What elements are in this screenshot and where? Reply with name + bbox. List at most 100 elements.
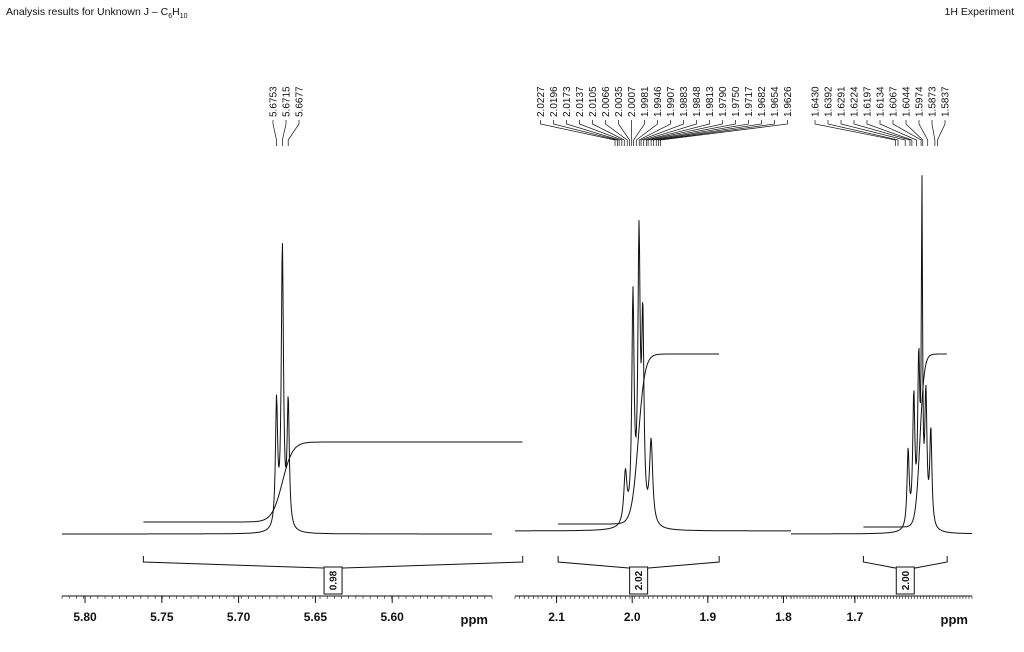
peak-leader	[840, 120, 906, 146]
peak-leader	[638, 120, 671, 146]
peak-leader	[287, 120, 300, 146]
peak-leader	[643, 120, 697, 146]
spectrum-panel-allylic: 2.1 2.0 1.9 1.8 2.02 2.0227 2.0196 2.0173 2.0137…	[514, 86, 794, 624]
peak-label: 2.0007	[627, 86, 638, 117]
peak-label: 2.0227	[536, 86, 547, 117]
integral-box	[895, 566, 915, 595]
peak-label: 5.6715	[282, 86, 293, 117]
peak-label: 1.6197	[863, 86, 874, 117]
peak-label: 1.6392	[824, 86, 835, 117]
peak-leader	[605, 120, 628, 146]
peak-leader	[905, 120, 924, 146]
peak-label: 1.9750	[731, 86, 742, 117]
peak-leader	[918, 120, 929, 146]
peak-label: 1.6291	[837, 86, 848, 117]
peak-label: 1.9907	[666, 86, 677, 117]
x-axis-label: ppm	[941, 612, 968, 627]
x-tick-label: 5.60	[380, 610, 404, 624]
peak-label: 5.6753	[269, 86, 280, 117]
peak-label: 1.9717	[744, 86, 755, 117]
integral-bracket	[862, 556, 948, 569]
integral-curve	[863, 353, 947, 528]
peak-label: 1.5974	[915, 86, 926, 117]
peak-leader	[579, 120, 623, 146]
peak-leader	[853, 120, 911, 146]
peak-label: 1.5837	[941, 86, 952, 117]
peak-leader	[592, 120, 625, 146]
peak-label: 1.6224	[850, 86, 861, 117]
peak-leader	[553, 120, 618, 146]
x-tick-label: 5.65	[304, 610, 328, 624]
peak-leader	[618, 120, 630, 146]
peak-leader	[892, 120, 922, 146]
peak-label: 1.9790	[718, 86, 729, 117]
peak-leader	[660, 120, 788, 146]
peak-leader	[814, 120, 896, 146]
peak-label: 2.0173	[562, 86, 573, 117]
peak-label: 1.6067	[889, 86, 900, 117]
peak-leader	[655, 120, 762, 146]
peak-leader	[282, 120, 287, 146]
integral-bracket	[557, 556, 720, 569]
peak-leader	[272, 120, 277, 146]
peak-leader	[866, 120, 913, 146]
peak-label: 1.9682	[757, 86, 768, 117]
x-axis-label: ppm	[461, 612, 488, 627]
experiment-label: 1H Experiment	[944, 6, 1014, 18]
integral-curve	[143, 441, 523, 523]
peak-label: 1.9813	[705, 86, 716, 117]
integral-box	[629, 566, 649, 595]
x-tick-label: 5.70	[227, 610, 251, 624]
x-tick-label: 1.7	[847, 610, 864, 624]
peak-label: 1.9883	[679, 86, 690, 117]
peak-label: 1.9981	[640, 86, 651, 117]
integral-bracket	[142, 556, 524, 569]
peak-label: 1.9626	[783, 86, 794, 117]
x-tick-label: 5.75	[150, 610, 174, 624]
x-tick-label: 1.8	[775, 610, 792, 624]
peak-leader	[653, 120, 749, 146]
peak-label: 1.6044	[902, 86, 913, 117]
integral-box	[323, 566, 343, 595]
peak-leader	[566, 120, 620, 146]
peak-label: 1.9654	[770, 86, 781, 117]
peak-leader	[640, 120, 684, 146]
integral-value: 2.02	[634, 570, 645, 590]
page-title: Analysis results for Unknown J – C6H10	[6, 6, 188, 21]
peak-leader	[645, 120, 710, 146]
peak-leader	[931, 120, 936, 146]
spectrum-panel-homoallylic: 1.7 ppm 2.00 1.6430 1.6392 1.6291 1.6224 1.6197…	[790, 86, 973, 627]
peak-label: 1.5873	[928, 86, 939, 117]
integral-value: 2.00	[901, 570, 912, 590]
integral-curve	[558, 353, 720, 525]
x-tick-label: 2.0	[624, 610, 641, 624]
peak-label: 1.9848	[692, 86, 703, 117]
peak-label: 2.0066	[601, 86, 612, 117]
peak-leader	[540, 120, 616, 146]
peak-label: 2.0196	[549, 86, 560, 117]
peak-label: 2.0105	[588, 86, 599, 117]
x-tick-label: 2.1	[548, 610, 565, 624]
integral-value: 0.98	[329, 570, 340, 590]
x-tick-label: 5.80	[73, 610, 97, 624]
peak-leader	[633, 120, 645, 146]
peak-label: 1.6134	[876, 86, 887, 117]
x-tick-label: 1.9	[699, 610, 716, 624]
peak-leader	[879, 120, 917, 146]
peak-label: 1.6430	[811, 86, 822, 117]
peak-label: 2.0035	[614, 86, 625, 117]
spectrum-trace	[515, 220, 791, 532]
peak-leader	[650, 120, 736, 146]
peak-leader	[635, 120, 658, 146]
spectrum-trace	[62, 243, 492, 535]
peak-label: 2.0137	[575, 86, 586, 117]
spectrum-trace	[791, 175, 972, 535]
spectrum-panel-vinyl: 5.80 5.75 5.70 5.65 5.60 ppm 0.98 5.6753 5.6715 5…	[61, 86, 524, 627]
peak-leader	[827, 120, 899, 146]
peak-leader	[937, 120, 946, 146]
peak-label: 1.9946	[653, 86, 664, 117]
peak-leader	[658, 120, 775, 146]
peak-leader	[647, 120, 723, 146]
peak-label: 5.6677	[295, 86, 306, 117]
